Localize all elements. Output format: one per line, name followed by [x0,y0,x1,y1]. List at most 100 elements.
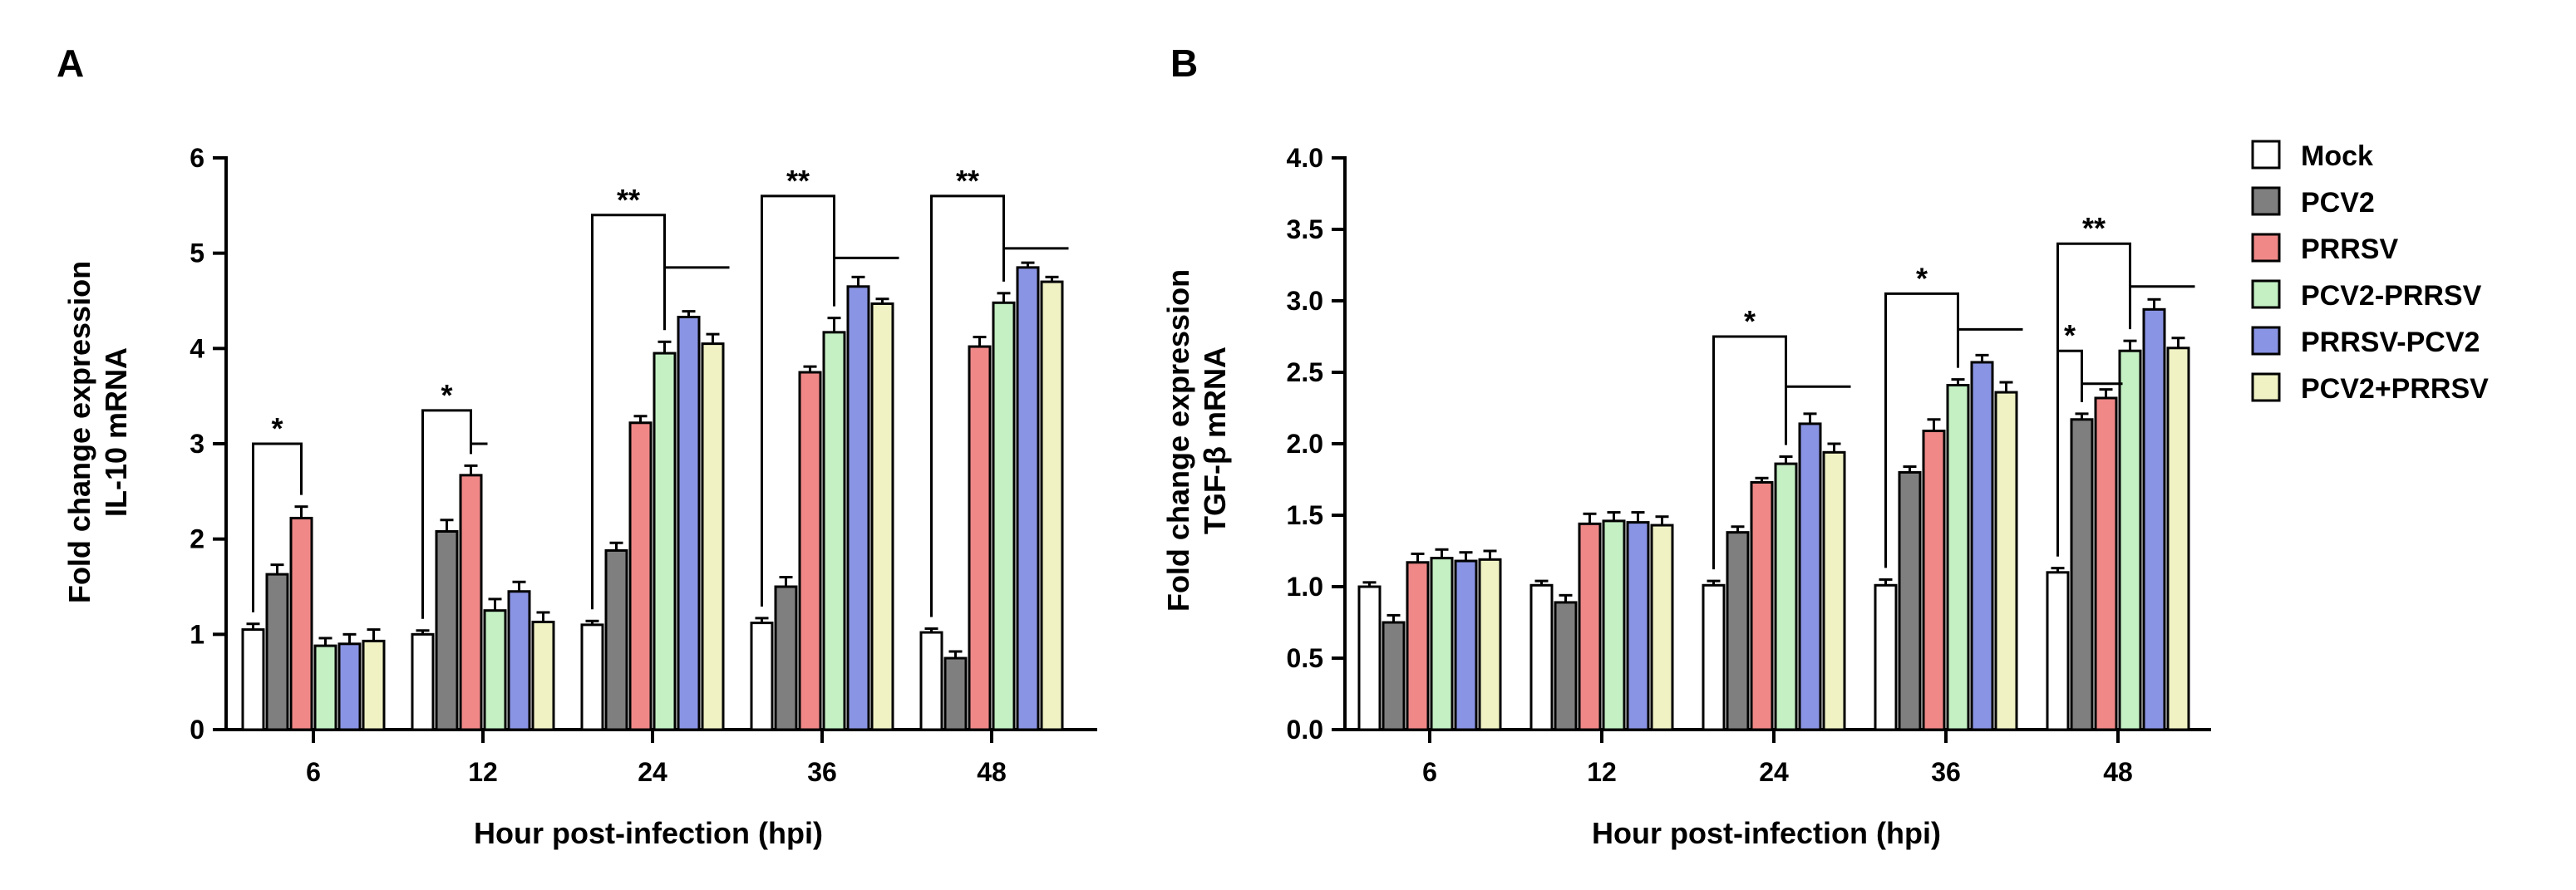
bar [289,516,313,731]
bar [1040,280,1064,731]
bar [992,301,1016,731]
bar [2118,349,2142,731]
x-axis-title: Hour post-infection (hpi) [474,816,823,850]
bar [1970,361,1994,731]
legend-swatch [2251,326,2281,356]
bar [1650,524,1674,731]
x-tick-label: 36 [807,757,837,787]
bar [507,590,531,731]
bar [531,620,555,731]
y-tick-label: 1 [190,619,204,649]
y-tick-label: 0.0 [1287,715,1323,745]
y-tick-label: 1.5 [1287,500,1323,530]
bar [2166,347,2190,731]
bar [1774,462,1798,731]
bar [798,371,822,731]
x-axis-title: Hour post-infection (hpi) [1592,816,1941,850]
x-tick-label: 24 [1759,757,1789,787]
bar [919,631,943,731]
bar [2094,396,2118,731]
significance-bracket [1712,335,1787,570]
bar [1922,430,1946,731]
bar [822,331,846,731]
significance-bracket [761,194,835,607]
y-tick-label: 3.0 [1287,286,1323,316]
chart-panel-b: Fold change expression TGF-β mRNA Hour p… [1161,143,2211,850]
bar [774,585,798,731]
legend-label: PCV2+PRRSV [2301,373,2489,405]
legend-label: Mock [2301,140,2373,172]
x-tick-label: 48 [977,757,1007,787]
bar [2046,571,2070,731]
significance-bracket [591,214,666,610]
bar [435,529,459,731]
bar [968,345,992,731]
bar [1454,559,1478,731]
y-axis-title-line1: Fold change expression [1161,269,1195,612]
bar [1406,561,1430,731]
x-tick-label: 12 [1587,757,1617,787]
bar [362,639,386,731]
bar [701,342,725,731]
significance-label: ** [2082,211,2106,245]
bar [1822,450,1846,731]
y-axis-title-line2: IL-10 mRNA [99,347,133,517]
bar [241,628,265,731]
bar [1798,422,1822,731]
y-tick-label: 3 [190,429,204,459]
bar [459,474,483,731]
significance-label: ** [956,164,979,198]
y-tick-label: 2.5 [1287,357,1323,387]
bar [313,644,337,731]
significance-label: * [2064,318,2076,352]
x-tick-label: 24 [638,757,667,787]
bar [1726,531,1750,731]
bar [1750,480,1774,731]
significance-label: * [271,411,283,445]
significance-label: ** [617,183,640,217]
legend-label: PRRSV-PCV2 [2301,327,2480,358]
legend-swatch [2251,186,2281,216]
x-tick-label: 12 [468,757,498,787]
bar [265,573,289,731]
legend-swatch [2251,279,2281,309]
significance-label: ** [786,164,810,198]
significance-bracket [930,194,1005,617]
bar [1578,522,1602,731]
bar [580,623,604,731]
bar [1994,391,2018,731]
bar [750,622,774,731]
bar [337,642,362,731]
bar [1478,558,1502,731]
bar [2142,307,2166,731]
bar [677,315,701,731]
bar [1626,521,1650,731]
x-tick-label: 36 [1931,757,1961,787]
bar [483,609,507,731]
y-tick-label: 2 [190,524,204,554]
y-tick-label: 1.0 [1287,572,1323,602]
bar [1554,601,1578,731]
bar [870,302,894,731]
panel-label-b: B [1170,42,1198,85]
bar [1898,470,1922,731]
bar [653,352,677,731]
y-axis-title-line2: TGF-β mRNA [1198,347,1232,534]
bar [1430,557,1454,731]
x-tick-label: 48 [2103,757,2133,787]
bar [1357,585,1382,731]
significance-bracket [1884,292,1959,568]
legend-swatch [2251,372,2281,402]
y-tick-label: 4.0 [1287,143,1323,173]
y-axis-title-line1: Fold change expression [62,261,96,603]
y-tick-label: 0 [190,715,204,745]
chart-panel-a: Fold change expression IL-10 mRNA Hour p… [62,143,1097,850]
legend-label: PCV2-PRRSV [2301,280,2482,312]
y-tick-label: 0.5 [1287,643,1323,673]
bar [1602,519,1626,731]
legend-label: PCV2 [2301,187,2375,219]
y-tick-label: 5 [190,238,204,268]
bar [846,285,870,731]
bar [411,632,435,731]
significance-label: * [1916,261,1928,295]
